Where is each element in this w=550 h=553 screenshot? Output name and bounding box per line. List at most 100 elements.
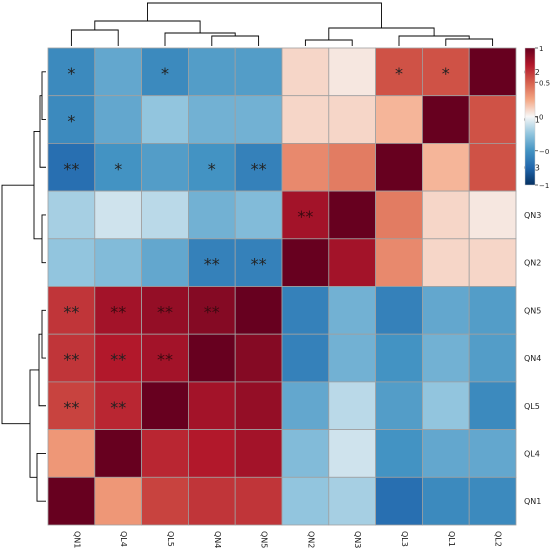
cell-QN2-QL1 xyxy=(421,238,470,287)
cell-QL1-QN4 xyxy=(187,95,236,144)
cell-QL5-QL1 xyxy=(421,381,470,430)
cell-QL1-QL3 xyxy=(375,95,423,144)
cell-QN1-QL2 xyxy=(468,476,517,526)
dendrogram-link xyxy=(70,29,119,46)
dendrogram-link xyxy=(398,35,470,46)
cell-QL2-QN3 xyxy=(328,47,376,97)
cell-QN1-QN5 xyxy=(234,476,283,526)
significance-mark: ** xyxy=(63,350,79,369)
cell-QL2-QN4 xyxy=(187,47,236,97)
cell-QL3-QL3 xyxy=(375,142,423,192)
row-label-QL4: QL4 xyxy=(524,449,540,458)
cell-QL4-QL2 xyxy=(468,429,517,478)
cell-QN4-QN4 xyxy=(187,333,236,383)
cell-QN3-QL2 xyxy=(468,190,517,240)
dendrogram-link xyxy=(1,184,34,425)
cell-QN3-QL1 xyxy=(421,190,470,240)
dendrogram-link xyxy=(38,333,46,407)
cell-QL2-QN2 xyxy=(281,47,330,97)
cell-QN2-QN2 xyxy=(281,238,330,287)
cell-QN5-QL3 xyxy=(375,286,423,335)
col-label-QL5: QL5 xyxy=(166,531,175,547)
dendrogram-link xyxy=(41,71,46,120)
cell-QL4-QN1 xyxy=(47,429,96,478)
significance-mark: ** xyxy=(110,302,126,321)
significance-mark: * xyxy=(67,64,75,83)
colorbar-tick-label: −1 xyxy=(539,182,549,190)
dendrogram-link xyxy=(211,35,260,46)
cell-QN1-QN3 xyxy=(328,476,376,526)
dendrogram-link xyxy=(39,95,46,168)
cell-QL1-QL5 xyxy=(141,95,189,144)
column-labels: QN1 QL4 QL5 QN4 QN5 QN2 QN3 QL3 QL1 QL2 xyxy=(72,531,502,548)
cell-QN3-QN5 xyxy=(234,190,283,240)
dendrogram-link xyxy=(41,309,46,359)
cell-QN3-QL5 xyxy=(141,190,189,240)
dendrogram-link xyxy=(328,27,435,40)
row-dendrogram xyxy=(1,71,46,502)
cell-QN3-QL3 xyxy=(375,190,423,240)
cell-QN5-QL2 xyxy=(468,286,517,335)
cell-QL2-QL3 xyxy=(375,47,423,97)
cell-QL1-QN5 xyxy=(234,95,283,144)
row-label-QL5: QL5 xyxy=(524,402,540,411)
cell-QN1-QN4 xyxy=(187,476,236,526)
row-label-QN3: QN3 xyxy=(524,211,541,220)
cell-QN4-QL5 xyxy=(141,333,189,383)
cell-QN2-QN1 xyxy=(47,238,96,287)
cell-QL3-QL2 xyxy=(468,142,517,192)
cell-QL4-QN2 xyxy=(281,429,330,478)
col-label-QL2: QL2 xyxy=(494,531,503,547)
cell-QL5-QN4 xyxy=(187,381,236,430)
cell-QL2-QN1 xyxy=(47,47,96,97)
colorbar-tick-label: 1 xyxy=(539,45,543,53)
cell-QL4-QL4 xyxy=(94,429,143,478)
significance-mark: * xyxy=(208,159,216,178)
significance-mark: ** xyxy=(110,350,126,369)
col-label-QL4: QL4 xyxy=(119,531,128,547)
colorbar-tick-label: −0.5 xyxy=(539,148,550,156)
significance-mark: * xyxy=(161,64,169,83)
cell-QL2-QL5 xyxy=(141,47,189,97)
cell-QN2-QL4 xyxy=(94,238,143,287)
cell-QN4-QL3 xyxy=(375,333,423,383)
significance-mark: ** xyxy=(63,302,79,321)
dendrogram-link xyxy=(36,453,46,502)
significance-mark: ** xyxy=(110,398,126,417)
col-label-QN4: QN4 xyxy=(213,531,222,548)
significance-mark: ** xyxy=(204,302,220,321)
cell-QL4-QN5 xyxy=(234,429,283,478)
cell-QN1-QN2 xyxy=(281,476,330,526)
significance-mark: ** xyxy=(157,302,173,321)
significance-mark: * xyxy=(114,159,122,178)
cell-QL3-QN4 xyxy=(187,142,236,192)
col-label-QL3: QL3 xyxy=(400,531,409,547)
cell-QN2-QL5 xyxy=(141,238,189,287)
col-label-QN1: QN1 xyxy=(72,531,81,548)
colorbar-gradient xyxy=(524,47,536,186)
dendrogram-link xyxy=(164,32,236,46)
col-label-QN2: QN2 xyxy=(306,531,315,548)
cell-QL4-QL1 xyxy=(421,429,470,478)
cell-QN1-QL4 xyxy=(94,476,143,526)
dendrogram-link xyxy=(94,20,201,33)
cell-QN2-QL3 xyxy=(375,238,423,287)
row-label-QN2: QN2 xyxy=(524,259,541,268)
cell-QN5-QN5 xyxy=(234,286,283,335)
significance-annotations: * * * **** * * ****** **** ** ** **** ** **** ** xyxy=(63,64,449,417)
cell-QN4-QL2 xyxy=(468,333,517,383)
col-label-QN3: QN3 xyxy=(353,531,362,548)
cell-QL1-QN2 xyxy=(281,95,330,144)
cell-QN3-QN1 xyxy=(47,190,96,240)
cell-QL5-QN5 xyxy=(234,381,283,430)
significance-mark: * xyxy=(442,64,450,83)
cell-QL5-QN3 xyxy=(328,381,376,430)
significance-mark: * xyxy=(395,64,403,83)
significance-mark: ** xyxy=(63,159,79,178)
cell-QL4-QL5 xyxy=(141,429,189,478)
cell-QL3-QL5 xyxy=(141,142,189,192)
cell-QL5-QL2 xyxy=(468,381,517,430)
cell-QL4-QN3 xyxy=(328,429,376,478)
cell-QN4-QN5 xyxy=(234,333,283,383)
